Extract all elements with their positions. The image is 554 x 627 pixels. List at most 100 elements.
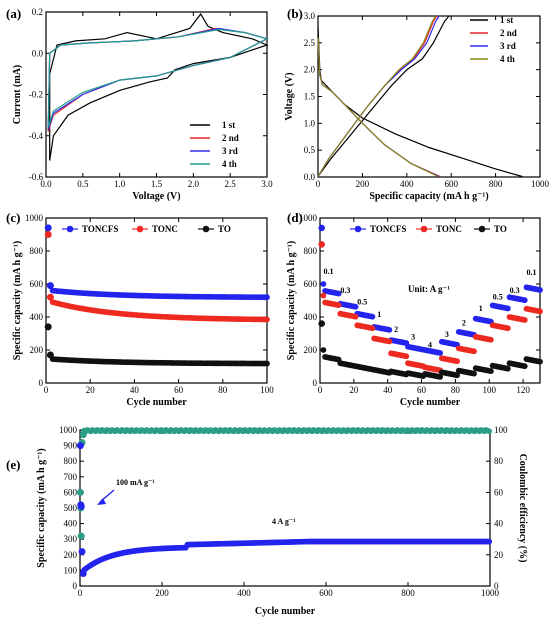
x-tick-label: 80 (218, 385, 228, 395)
discharge-curve (317, 37, 439, 178)
y-tick-label: 0.0 (32, 48, 44, 58)
y2-tick-label: 20 (494, 550, 504, 560)
y-tick-label: 0 (73, 581, 78, 591)
data-point (504, 305, 511, 312)
y2-tick-label: 80 (494, 456, 504, 466)
data-point (504, 325, 511, 332)
rate-label: 0.5 (493, 293, 503, 302)
y-tick-label: -0.2 (29, 90, 43, 100)
plot-frame (319, 217, 541, 384)
y-axis-label: Specific capacity (mA h g⁻¹) (12, 241, 23, 360)
data-point (264, 316, 270, 323)
y-tick-label: 1000 (299, 213, 318, 223)
y-tick-label: 600 (30, 279, 44, 289)
y-tick-label: 0.0 (304, 172, 316, 182)
y-axis-label: Specific capacity (mA h g⁻¹) (36, 448, 47, 567)
x-tick-label: 60 (174, 385, 184, 395)
y-tick-label: 0 (39, 378, 44, 388)
x-tick-label: 40 (383, 385, 393, 395)
y-tick-label: 500 (64, 503, 78, 513)
y-tick-label: 600 (304, 279, 318, 289)
panel-a-cv-curves: 0.0 0.5 1.0 1.5 2.0 2.5 3.0 -0.6 -0.4 -0.2 0.0 0.2 V… (6, 6, 273, 202)
rate-label: 1 (479, 304, 483, 313)
data-point (369, 325, 376, 332)
x-tick-label: 0 (316, 179, 321, 189)
legend-label: TO (218, 224, 231, 234)
y-tick-label: 0.5 (304, 145, 316, 155)
x-tick-label: 100 (260, 385, 274, 395)
legend-label: 4 th (500, 54, 515, 64)
data-point (369, 313, 376, 320)
data-point (521, 363, 528, 370)
legend-marker (136, 225, 144, 233)
y-axis-label: Voltage (V) (284, 72, 295, 120)
data-point (486, 428, 493, 435)
y-tick-label: 0 (313, 378, 318, 388)
x-tick-label: 400 (237, 588, 251, 598)
x-tick-label: 1.5 (151, 179, 163, 189)
rate-label: 0.3 (340, 286, 350, 295)
y2-tick-label: 100 (494, 425, 508, 435)
data-point (264, 360, 270, 367)
y-tick-label: 2.5 (304, 38, 316, 48)
data-point (320, 292, 327, 299)
y-axis-label: Specific capacity (mA h g⁻¹) (286, 241, 297, 360)
rate-label: 2 (462, 318, 466, 327)
plot-frame (79, 429, 491, 587)
data-point (537, 308, 543, 315)
x-tick-label: 2.5 (225, 179, 237, 189)
legend-label: TONCFS (370, 224, 406, 234)
cv-curve (49, 13, 269, 161)
data-point (335, 290, 342, 297)
y-tick-label: 400 (30, 312, 44, 322)
data-point (44, 323, 52, 331)
y-tick-label: 200 (304, 345, 318, 355)
x-tick-label: 800 (401, 588, 415, 598)
data-point (44, 231, 52, 239)
x-tick-label: 800 (489, 179, 503, 189)
data-point (486, 538, 493, 545)
legend-label: TONC (436, 224, 462, 234)
rate-label: 3 (445, 330, 449, 339)
y-tick-label: -0.4 (29, 131, 44, 141)
charge-curve (317, 15, 437, 177)
discharge-curve (317, 37, 441, 178)
y-tick-label: 0.2 (32, 7, 43, 17)
legend-label: 1 st (500, 15, 513, 25)
data-point (318, 224, 325, 232)
y-tick-label: 1000 (25, 213, 44, 223)
data-point (504, 365, 511, 372)
x-tick-label: 60 (417, 385, 427, 395)
legend-label: 1 st (222, 120, 235, 130)
x-tick-label: 120 (516, 385, 530, 395)
y-tick-label: 800 (64, 456, 78, 466)
panel-label: (a) (6, 6, 21, 21)
plot-frame (45, 217, 268, 384)
data-point (320, 347, 327, 353)
y-tick-label: 200 (64, 550, 78, 560)
legend-label: TONCFS (82, 224, 118, 234)
panel-label: (b) (287, 6, 303, 21)
panel-b-charge-discharge: 0 200 400 600 800 1000 0.0 0.5 1.0 1.5 2.0 2.5 3.0 Sp… (284, 6, 550, 202)
x-tick-label: 1000 (531, 179, 550, 189)
data-point (386, 338, 393, 345)
data-point (403, 353, 410, 360)
x-tick-label: 0 (318, 385, 323, 395)
data-point (521, 317, 528, 323)
legend-label: 2 nd (500, 28, 517, 38)
x-tick-label: 1000 (481, 588, 500, 598)
data-point (335, 302, 342, 309)
data-point (537, 287, 543, 293)
y2-axis-label: Coulombic efficiency (%) (517, 454, 528, 563)
annotation-rate-high: 4 A g⁻¹ (272, 517, 296, 526)
y-tick-label: 200 (30, 345, 44, 355)
y-tick-label: 1.5 (304, 92, 316, 102)
data-point (264, 294, 270, 301)
x-tick-label: 100 (482, 385, 496, 395)
discharge-curve (317, 37, 440, 178)
x-tick-label: 400 (400, 179, 414, 189)
y-tick-label: 900 (64, 441, 78, 451)
y-tick-label: 800 (304, 246, 318, 256)
legend-marker (420, 225, 428, 233)
rate-label: 2 (394, 325, 398, 334)
